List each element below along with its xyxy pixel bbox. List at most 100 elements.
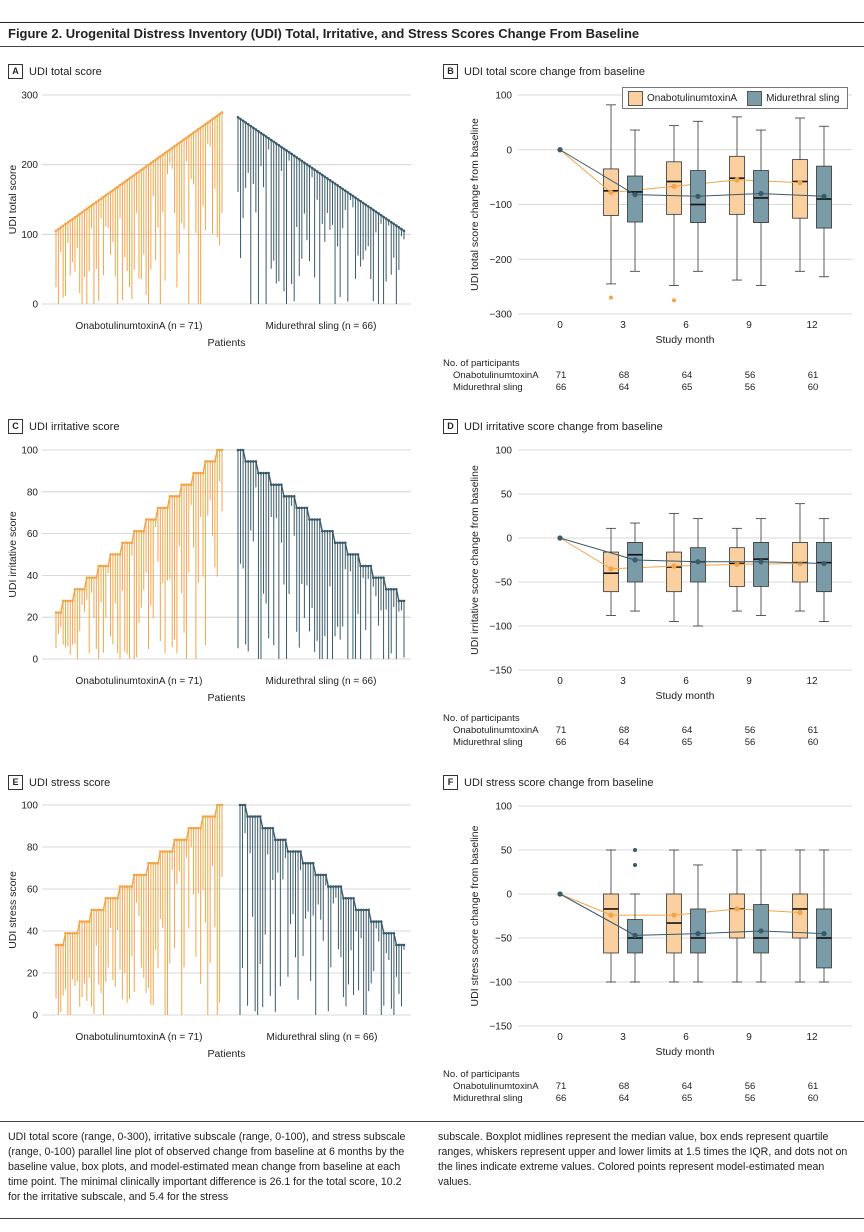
mean-point <box>557 535 563 541</box>
baseline-connector <box>119 542 124 555</box>
baseline-connector <box>117 184 121 188</box>
baseline-connector <box>344 542 349 555</box>
baseline-connector <box>143 519 147 532</box>
baseline-connector <box>258 130 262 134</box>
baseline-connector <box>214 449 218 462</box>
y-tick-label: 60 <box>27 885 39 896</box>
participants-row-sling: Midurethral sling <box>453 382 523 393</box>
participants-header: No. of participants <box>443 713 520 724</box>
y-tick-label: 50 <box>501 846 513 857</box>
legend-label-sling: Midurethral sling <box>766 92 840 104</box>
group-label-onabot: OnabotulinumtoxinA (n = 71) <box>75 1032 202 1043</box>
baseline-connector <box>186 135 190 139</box>
participants-cell: 64 <box>681 1081 693 1092</box>
participants-cell: 65 <box>681 1093 693 1104</box>
box-outlier <box>633 848 637 852</box>
y-axis-title: UDI total score <box>7 165 19 235</box>
baseline-connector <box>237 116 241 120</box>
baseline-connector <box>154 507 159 520</box>
baseline-connector <box>157 155 161 159</box>
panel-f-title: UDI stress score change from baseline <box>464 776 654 789</box>
baseline-connector <box>242 120 247 124</box>
baseline-connector <box>107 191 111 195</box>
baseline-connector <box>152 159 157 163</box>
participants-cell: 56 <box>744 1081 756 1092</box>
baseline-connector <box>105 193 109 196</box>
baseline-connector <box>112 187 116 191</box>
box-iqr <box>603 893 619 954</box>
y-tick-label: −300 <box>489 310 512 321</box>
y-axis-title: UDI irritative score change from baselin… <box>469 465 481 655</box>
mean-point <box>758 559 764 565</box>
baseline-connector <box>306 163 310 167</box>
group-label-onabot: OnabotulinumtoxinA (n = 71) <box>75 676 202 687</box>
baseline-connector <box>197 127 202 130</box>
y-tick-label: 40 <box>27 927 39 938</box>
participants-cell: 64 <box>618 382 630 393</box>
mean-point <box>758 190 764 197</box>
baseline-connector <box>110 189 114 193</box>
baseline-connector <box>314 169 318 173</box>
baseline-connector <box>207 120 211 124</box>
baseline-connector <box>247 123 252 127</box>
baseline-connector <box>372 209 377 213</box>
baseline-connector <box>190 472 195 485</box>
baseline-connector <box>344 190 349 193</box>
mean-point <box>608 189 614 196</box>
baseline-connector <box>88 204 92 208</box>
participants-cell: 56 <box>744 1093 756 1104</box>
baseline-connector <box>304 162 308 166</box>
participants-cell: 61 <box>807 1081 819 1092</box>
baseline-connector <box>319 172 323 176</box>
y-tick-label: −100 <box>489 978 512 989</box>
mean-point <box>734 177 740 183</box>
mean-point <box>797 560 803 567</box>
baseline-connector <box>385 218 390 221</box>
baseline-connector <box>166 496 171 509</box>
legend-swatch-onabot <box>628 90 643 106</box>
box-iqr <box>792 159 808 219</box>
box-outlier <box>672 298 676 303</box>
baseline-connector <box>337 184 341 188</box>
box-iqr <box>729 547 745 587</box>
baseline-connector <box>93 201 97 205</box>
baseline-connector <box>255 128 259 132</box>
box-iqr <box>627 175 643 223</box>
baseline-connector <box>95 565 100 578</box>
baseline-connector <box>183 137 187 141</box>
baseline-connector <box>72 216 76 220</box>
y-tick-label: 200 <box>21 160 38 171</box>
baseline-connector <box>378 212 382 216</box>
baseline-connector <box>288 151 293 155</box>
baseline-connector <box>382 577 387 590</box>
x-tick-label: 6 <box>683 320 689 331</box>
baseline-connector <box>136 171 140 174</box>
group-label-sling: Midurethral sling (n = 66) <box>266 321 377 332</box>
y-tick-label: −150 <box>489 1022 512 1033</box>
baseline-connector <box>103 194 107 198</box>
baseline-connector <box>71 589 76 602</box>
baseline-connector <box>216 113 221 117</box>
baseline-connector <box>178 484 183 497</box>
x-axis-title: Study month <box>656 334 715 346</box>
y-tick-label: −100 <box>489 622 512 633</box>
participants-cell: 68 <box>618 370 630 381</box>
box-outlier <box>633 862 637 867</box>
caption-rule <box>0 1121 864 1122</box>
y-tick-label: −150 <box>489 666 512 677</box>
baseline-connector <box>185 828 190 840</box>
baseline-connector <box>62 933 67 946</box>
box-iqr <box>603 551 619 593</box>
participants-cell: 64 <box>681 725 693 736</box>
baseline-connector <box>360 200 364 204</box>
panel-b-title: UDI total score change from baseline <box>464 65 645 78</box>
baseline-connector <box>280 484 285 497</box>
baseline-connector <box>129 176 133 179</box>
x-tick-label: 6 <box>683 1032 689 1043</box>
baseline-connector <box>84 208 88 212</box>
x-tick-label: 3 <box>620 320 626 331</box>
y-tick-label: −50 <box>495 934 512 945</box>
baseline-connector <box>55 228 59 232</box>
baseline-connector <box>159 154 164 157</box>
caption-right: subscale. Boxplot midlines represent the… <box>438 1131 848 1188</box>
